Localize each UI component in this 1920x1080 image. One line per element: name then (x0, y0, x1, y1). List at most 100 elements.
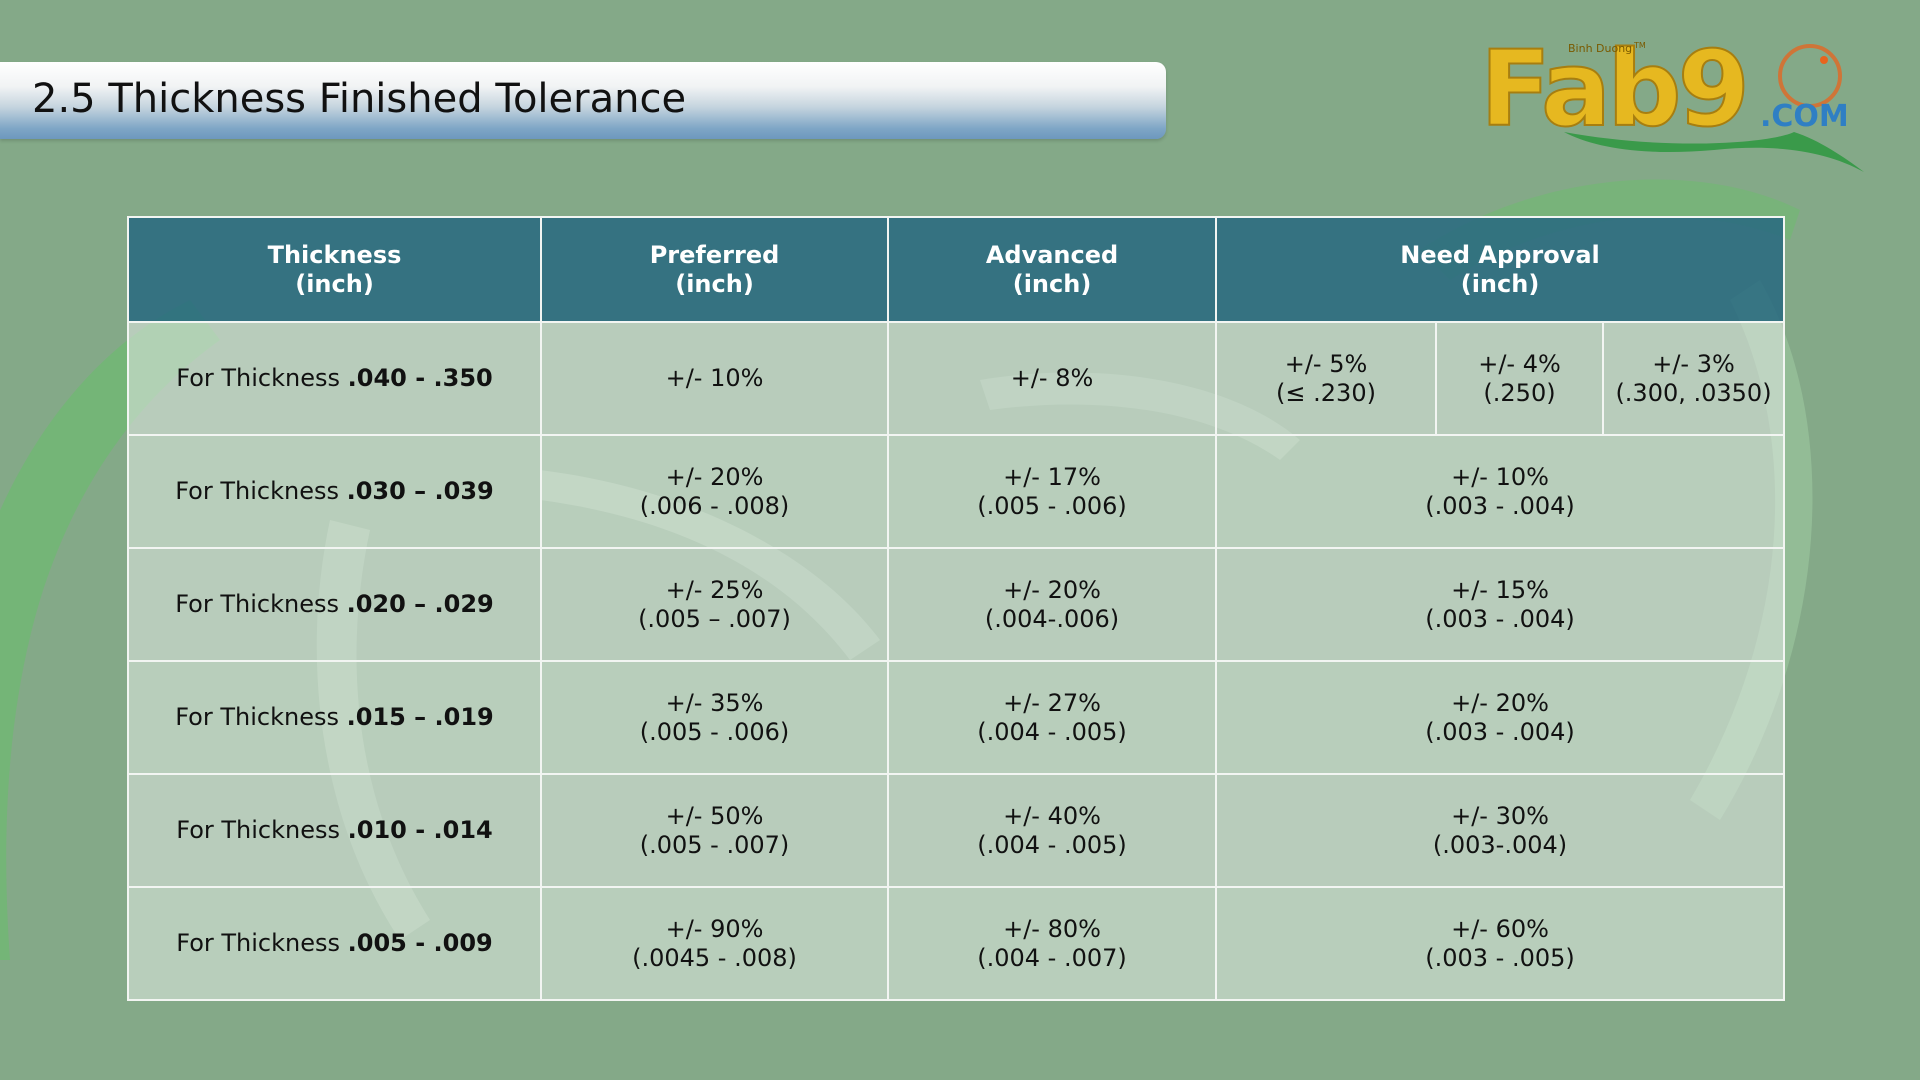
table-row: For Thickness .010 - .014 +/- 50% (.005 -… (127, 773, 1786, 888)
header-thickness-label: Thickness (267, 240, 402, 269)
advanced-pct: +/- 17% (1003, 462, 1101, 491)
header-need-approval: Need Approval (inch) (1214, 216, 1786, 323)
header-advanced-unit: (inch) (1012, 269, 1092, 298)
approval-pct: +/- 15% (1451, 575, 1549, 604)
approval-cell: +/- 60% (.003 - .005) (1214, 886, 1786, 1001)
header-need-approval-unit: (inch) (1460, 269, 1540, 298)
thickness-cell: For Thickness .040 - .350 (127, 321, 542, 436)
approval-pct: +/- 5% (1284, 349, 1368, 378)
thickness-prefix: For Thickness (176, 364, 348, 392)
table-header-row: Thickness (inch) Preferred (inch) Advanc… (127, 216, 1786, 323)
approval-cell: +/- 10% (.003 - .004) (1214, 434, 1786, 549)
thickness-cell: For Thickness .015 – .019 (127, 660, 542, 775)
header-preferred-label: Preferred (649, 240, 780, 269)
advanced-range: (.004 - .005) (977, 830, 1127, 859)
thickness-cell: For Thickness .020 – .029 (127, 547, 542, 662)
approval-range: (.003-.004) (1432, 830, 1568, 859)
header-preferred: Preferred (inch) (540, 216, 889, 323)
preferred-range: (.006 - .008) (639, 491, 790, 520)
approval-range: (.003 - .004) (1425, 717, 1575, 746)
thickness-prefix: For Thickness (176, 929, 348, 957)
preferred-pct: +/- 50% (665, 801, 764, 830)
preferred-cell: +/- 35% (.005 - .006) (540, 660, 889, 775)
approval-range: (.003 - .004) (1425, 491, 1575, 520)
advanced-pct: +/- 80% (1003, 914, 1101, 943)
advanced-range: (.004-.006) (984, 604, 1120, 633)
approval-range: (.300, .0350) (1615, 378, 1772, 407)
advanced-pct: +/- 27% (1003, 688, 1101, 717)
preferred-pct: +/- 90% (665, 914, 764, 943)
advanced-cell: +/- 40% (.004 - .005) (887, 773, 1217, 888)
approval-pct: +/- 3% (1652, 349, 1735, 378)
advanced-pct: +/- 8% (1010, 364, 1094, 392)
fab9-logo: Fab9 Binh Duong TM .COM (1479, 27, 1864, 172)
title-bar: 2.5 Thickness Finished Tolerance (0, 62, 1166, 139)
logo-com: .COM (1760, 99, 1849, 134)
thickness-range: .015 – .019 (346, 703, 494, 731)
approval-pct: +/- 30% (1451, 801, 1549, 830)
preferred-pct: +/- 25% (665, 575, 764, 604)
approval-range: (≤ .230) (1276, 378, 1376, 407)
table-row: For Thickness .020 – .029 +/- 25% (.005 –… (127, 547, 1786, 662)
advanced-range: (.005 - .006) (977, 491, 1127, 520)
advanced-pct: +/- 20% (1003, 575, 1101, 604)
approval-range: (.250) (1483, 378, 1556, 407)
thickness-cell: For Thickness .030 – .039 (127, 434, 542, 549)
advanced-cell: +/- 80% (.004 - .007) (887, 886, 1217, 1001)
advanced-cell: +/- 27% (.004 - .005) (887, 660, 1217, 775)
approval-range: (.003 - .004) (1425, 604, 1575, 633)
preferred-pct: +/- 20% (665, 462, 764, 491)
thickness-range: .005 - .009 (347, 929, 493, 957)
logo-circuit-dot-icon (1820, 56, 1828, 64)
thickness-cell: For Thickness .010 - .014 (127, 773, 542, 888)
thickness-prefix: For Thickness (176, 816, 348, 844)
preferred-range: (.0045 - .008) (632, 943, 797, 972)
thickness-prefix: For Thickness (175, 703, 347, 731)
logo-trademark: TM (1633, 41, 1646, 50)
logo-wordmark: Fab9 (1480, 28, 1746, 150)
approval-cell-1: +/- 5% (≤ .230) (1215, 321, 1437, 436)
approval-pct: +/- 4% (1478, 349, 1561, 378)
table-row: For Thickness .040 - .350 +/- 10% +/- 8%… (127, 321, 1786, 436)
approval-cell: +/- 20% (.003 - .004) (1214, 660, 1786, 775)
approval-cell-3: +/- 3% (.300, .0350) (1601, 321, 1786, 436)
preferred-range: (.005 - .007) (639, 830, 790, 859)
header-preferred-unit: (inch) (675, 269, 754, 298)
tolerance-table: Thickness (inch) Preferred (inch) Advanc… (127, 216, 1786, 1001)
logo-tagline: Binh Duong (1568, 42, 1632, 55)
header-need-approval-label: Need Approval (1400, 240, 1600, 269)
approval-pct: +/- 10% (1451, 462, 1549, 491)
thickness-range: .030 – .039 (346, 477, 494, 505)
approval-cell: +/- 15% (.003 - .004) (1214, 547, 1786, 662)
preferred-cell: +/- 90% (.0045 - .008) (540, 886, 889, 1001)
thickness-range: .020 – .029 (346, 590, 494, 618)
approval-range: (.003 - .005) (1425, 943, 1575, 972)
preferred-cell: +/- 20% (.006 - .008) (540, 434, 889, 549)
approval-cell-2: +/- 4% (.250) (1435, 321, 1604, 436)
header-advanced-label: Advanced (985, 240, 1119, 269)
thickness-cell: For Thickness .005 - .009 (127, 886, 542, 1001)
advanced-pct: +/- 40% (1003, 801, 1101, 830)
advanced-cell: +/- 8% (887, 321, 1217, 436)
header-thickness-unit: (inch) (295, 269, 374, 298)
header-thickness: Thickness (inch) (127, 216, 542, 323)
header-advanced: Advanced (inch) (887, 216, 1217, 323)
advanced-cell: +/- 20% (.004-.006) (887, 547, 1217, 662)
thickness-range: .010 - .014 (347, 816, 493, 844)
thickness-prefix: For Thickness (175, 477, 347, 505)
logo-swoosh (1564, 132, 1864, 172)
preferred-cell: +/- 50% (.005 - .007) (540, 773, 889, 888)
preferred-range: (.005 – .007) (638, 604, 791, 633)
preferred-cell: +/- 10% (540, 321, 889, 436)
table-row: For Thickness .030 – .039 +/- 20% (.006 -… (127, 434, 1786, 549)
thickness-range: .040 - .350 (347, 364, 493, 392)
logo-circuit-icon (1778, 44, 1842, 108)
preferred-cell: +/- 25% (.005 – .007) (540, 547, 889, 662)
preferred-pct: +/- 35% (665, 688, 764, 717)
advanced-range: (.004 - .007) (977, 943, 1127, 972)
advanced-cell: +/- 17% (.005 - .006) (887, 434, 1217, 549)
preferred-pct: +/- 10% (665, 364, 764, 392)
table-row: For Thickness .015 – .019 +/- 35% (.005 -… (127, 660, 1786, 775)
thickness-prefix: For Thickness (175, 590, 347, 618)
advanced-range: (.004 - .005) (977, 717, 1127, 746)
